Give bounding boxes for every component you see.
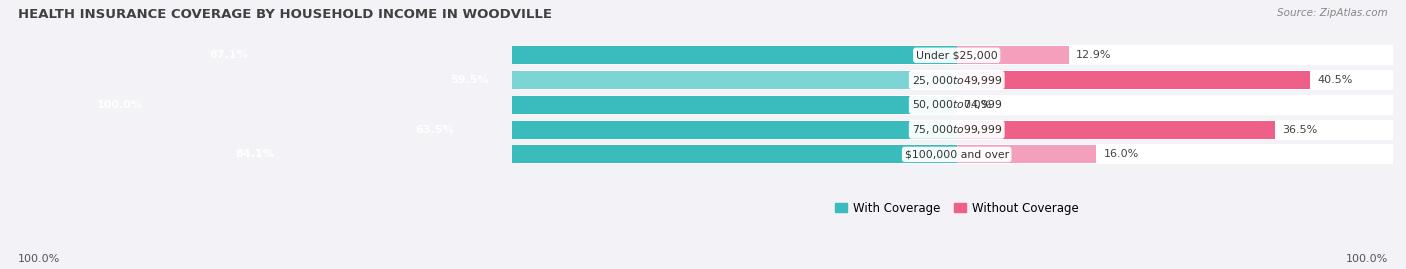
Text: 87.1%: 87.1%: [209, 50, 249, 60]
Bar: [956, 146, 1097, 163]
Text: $75,000 to $99,999: $75,000 to $99,999: [911, 123, 1002, 136]
Text: HEALTH INSURANCE COVERAGE BY HOUSEHOLD INCOME IN WOODVILLE: HEALTH INSURANCE COVERAGE BY HOUSEHOLD I…: [18, 8, 553, 21]
Text: 100.0%: 100.0%: [18, 254, 60, 264]
Legend: With Coverage, Without Coverage: With Coverage, Without Coverage: [835, 201, 1078, 214]
Bar: [520, 144, 1393, 164]
Bar: [956, 121, 1275, 139]
Bar: [956, 46, 1070, 64]
Text: $100,000 and over: $100,000 and over: [904, 149, 1008, 160]
Bar: [402, 121, 956, 139]
Bar: [520, 120, 1393, 140]
Text: 59.5%: 59.5%: [450, 75, 489, 85]
Text: $25,000 to $49,999: $25,000 to $49,999: [911, 73, 1002, 87]
Bar: [222, 146, 956, 163]
Text: 0.0%: 0.0%: [963, 100, 993, 110]
Text: 63.5%: 63.5%: [416, 125, 454, 134]
Bar: [437, 71, 956, 89]
Bar: [520, 95, 1393, 115]
Bar: [520, 70, 1393, 90]
Bar: [956, 71, 1310, 89]
Text: $50,000 to $74,999: $50,000 to $74,999: [911, 98, 1002, 111]
Text: 100.0%: 100.0%: [1346, 254, 1388, 264]
Bar: [520, 45, 1393, 65]
Text: 16.0%: 16.0%: [1104, 149, 1139, 160]
Text: Under $25,000: Under $25,000: [915, 50, 998, 60]
Bar: [84, 96, 956, 114]
Bar: [197, 46, 956, 64]
Text: 84.1%: 84.1%: [236, 149, 274, 160]
Text: 40.5%: 40.5%: [1317, 75, 1353, 85]
Text: 12.9%: 12.9%: [1076, 50, 1112, 60]
Text: 36.5%: 36.5%: [1282, 125, 1317, 134]
Text: Source: ZipAtlas.com: Source: ZipAtlas.com: [1277, 8, 1388, 18]
Text: 100.0%: 100.0%: [97, 100, 143, 110]
